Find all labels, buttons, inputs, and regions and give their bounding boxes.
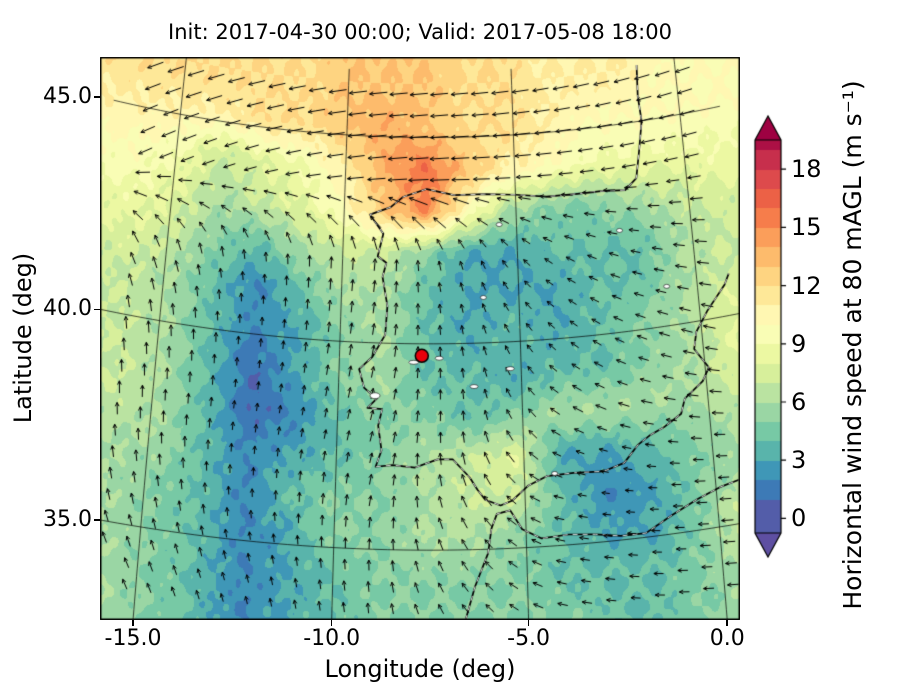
colorbar-tick-label: 0	[791, 504, 807, 533]
x-tick-mark	[330, 620, 333, 626]
y-tick-mark	[94, 308, 100, 311]
y-tick-label: 35.0	[43, 506, 92, 532]
x-tick-label: 0.0	[709, 626, 745, 651]
colorbar-tick-label: 6	[791, 388, 807, 416]
y-axis-label: Latitude (deg)	[9, 252, 37, 424]
x-tick-mark	[527, 620, 530, 626]
colorbar-tick-label: 9	[791, 329, 807, 358]
x-tick-label: -5.0	[507, 626, 551, 651]
colorbar-canvas	[753, 114, 789, 559]
x-tick-mark	[726, 620, 728, 626]
y-tick-label: 45.0	[43, 83, 92, 109]
chart-title: Init: 2017-04-30 00:00; Valid: 2017-05-0…	[168, 20, 672, 44]
y-tick-mark	[94, 519, 100, 521]
x-axis-label: Longitude (deg)	[324, 655, 516, 683]
map-canvas	[100, 57, 740, 620]
colorbar-tick-label: 12	[791, 271, 822, 300]
y-tick-label: 40.0	[43, 296, 92, 322]
x-tick-mark	[132, 620, 134, 626]
colorbar-tick-label: 3	[791, 446, 807, 475]
x-tick-label: -15.0	[104, 626, 162, 651]
x-tick-label: -10.0	[303, 626, 361, 651]
y-tick-mark	[94, 96, 100, 98]
colorbar-tick-label: 15	[791, 213, 822, 242]
colorbar-tick-label: 18	[791, 155, 822, 184]
